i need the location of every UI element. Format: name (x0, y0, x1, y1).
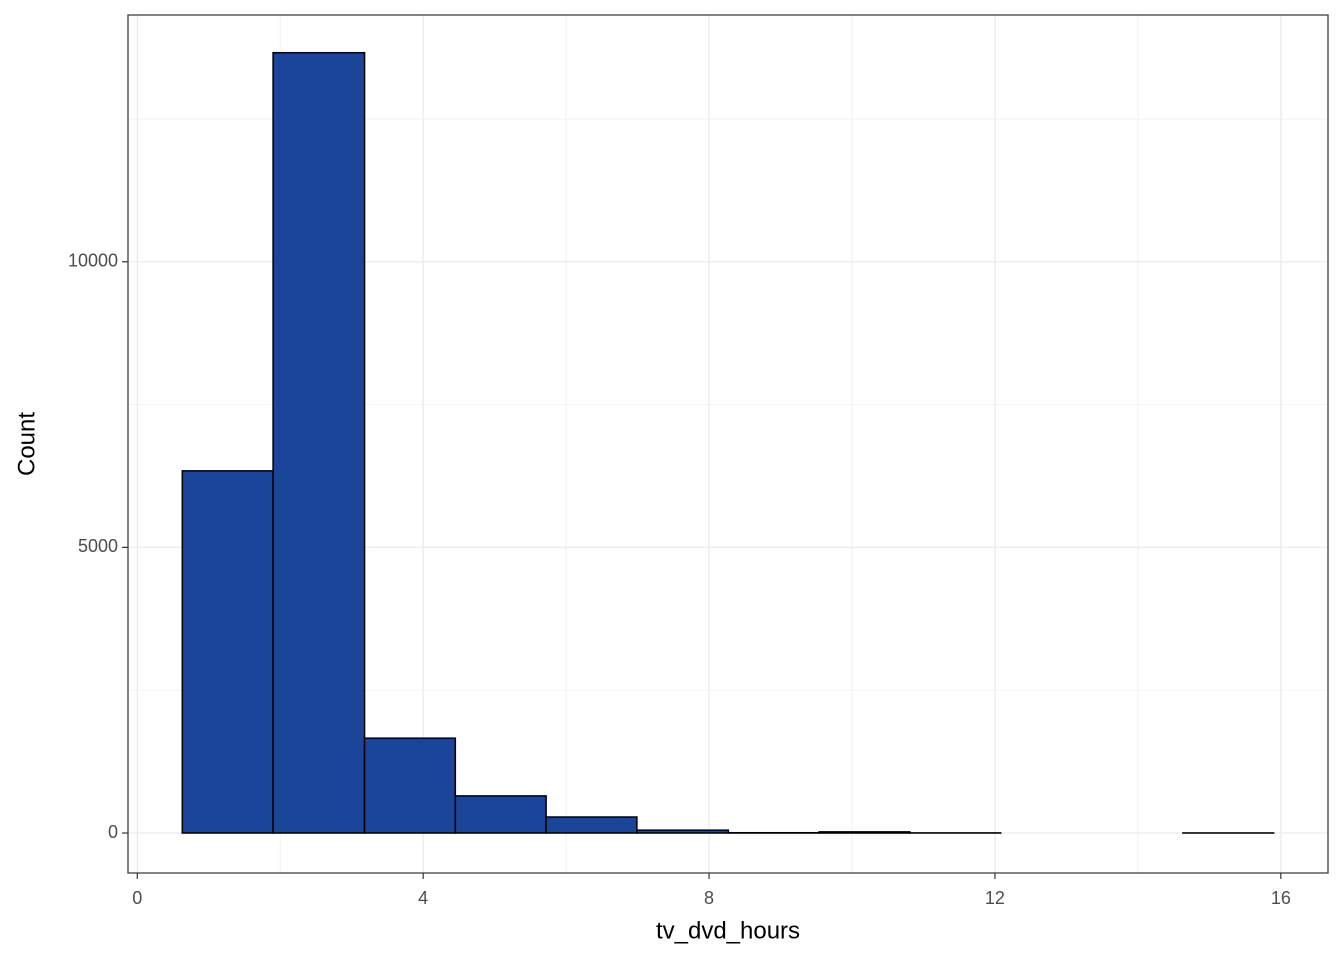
axes: 0 4 8 12 16 0 5000 10000 (68, 251, 1291, 908)
x-tick-label: 8 (704, 888, 714, 908)
x-tick-label: 12 (985, 888, 1005, 908)
panel-border (127, 14, 1329, 874)
bar (454, 795, 547, 834)
bar (545, 816, 638, 834)
x-axis-title: tv_dvd_hours (656, 917, 800, 944)
bar (272, 51, 366, 834)
y-axis-title: Count (13, 412, 40, 476)
bar (818, 831, 911, 834)
x-tick-label: 4 (418, 888, 428, 908)
y-tick-label: 0 (108, 822, 118, 842)
bars (181, 51, 1275, 834)
grid (128, 15, 1328, 873)
y-tick-label: 5000 (78, 536, 118, 556)
x-tick-label: 0 (132, 888, 142, 908)
x-tick-label: 16 (1271, 888, 1291, 908)
y-tick-label: 10000 (68, 251, 118, 271)
bar (363, 737, 457, 834)
bar (636, 829, 730, 834)
bar (181, 470, 274, 834)
